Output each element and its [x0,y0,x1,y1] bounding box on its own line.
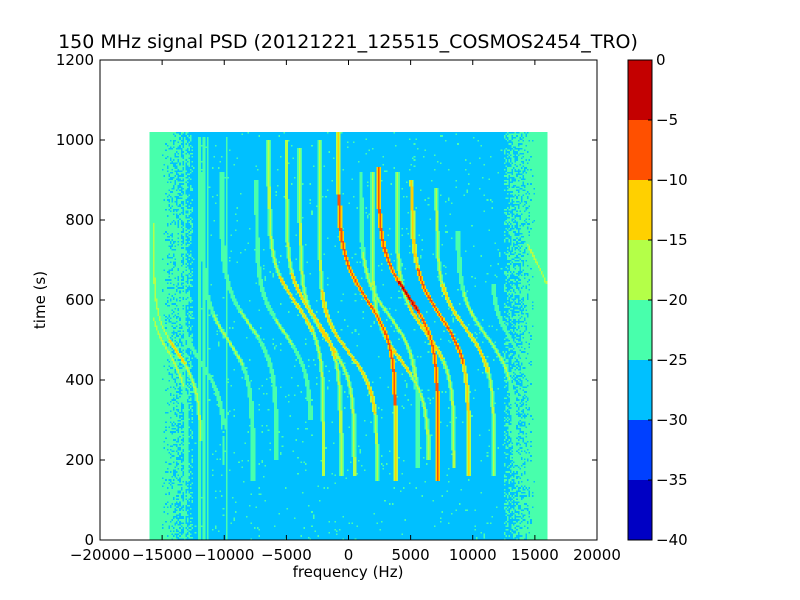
colorbar-segment [628,120,652,180]
colorbar: −40 −35 −30 −25 −20 −15 −10 −5 0 [627,51,688,549]
y-tick-label: 0 [84,531,94,549]
colorbar-tick-label: −5 [656,111,678,129]
colorbar-tick-label: −35 [656,471,688,489]
colorbar-tick-label: −10 [656,171,688,189]
colorbar-segments [628,60,652,540]
plot-area: −20000 −15000 −10000 −5000 0 5000 10000 15000 20… [56,51,621,564]
colorbar-tick-label: −25 [656,351,688,369]
chart-title: 150 MHz signal PSD (20121221_125515_COSM… [58,31,638,53]
colorbar-tick-label: −40 [656,531,688,549]
x-tick-label: 20000 [573,546,621,564]
colorbar-segment [628,360,652,420]
x-tick-label: −10000 [194,546,254,564]
y-tick-label: 400 [65,371,94,389]
colorbar-segment [628,240,652,300]
y-tick-label: 200 [65,451,94,469]
colorbar-tick-label: −30 [656,411,688,429]
x-tick-label: 15000 [511,546,559,564]
x-tick-label: 10000 [449,546,497,564]
x-tick-label: 5000 [392,546,430,564]
colorbar-segment [628,420,652,480]
y-axis-label: time (s) [31,271,49,329]
y-axis-ticks: 0 200 400 600 800 1000 1200 [56,51,597,549]
y-tick-label: 800 [65,211,94,229]
colorbar-segment [628,480,652,540]
colorbar-tick-label: −20 [656,291,688,309]
psd-heatmap [100,60,597,540]
x-tick-label: 0 [344,546,354,564]
colorbar-segment [628,300,652,360]
x-tick-label: −20000 [70,546,130,564]
colorbar-segment [628,180,652,240]
x-tick-label: −15000 [132,546,192,564]
x-axis-label: frequency (Hz) [293,563,404,581]
colorbar-tick-label: 0 [656,51,666,69]
y-tick-label: 1000 [56,131,94,149]
x-tick-label: −5000 [261,546,312,564]
colorbar-segment [628,60,652,120]
colorbar-ticks: −40 −35 −30 −25 −20 −15 −10 −5 0 [648,51,688,549]
y-tick-label: 600 [65,291,94,309]
colorbar-tick-label: −15 [656,231,688,249]
y-tick-label: 1200 [56,51,94,69]
x-axis-ticks: −20000 −15000 −10000 −5000 0 5000 10000 15000 20… [70,60,621,564]
